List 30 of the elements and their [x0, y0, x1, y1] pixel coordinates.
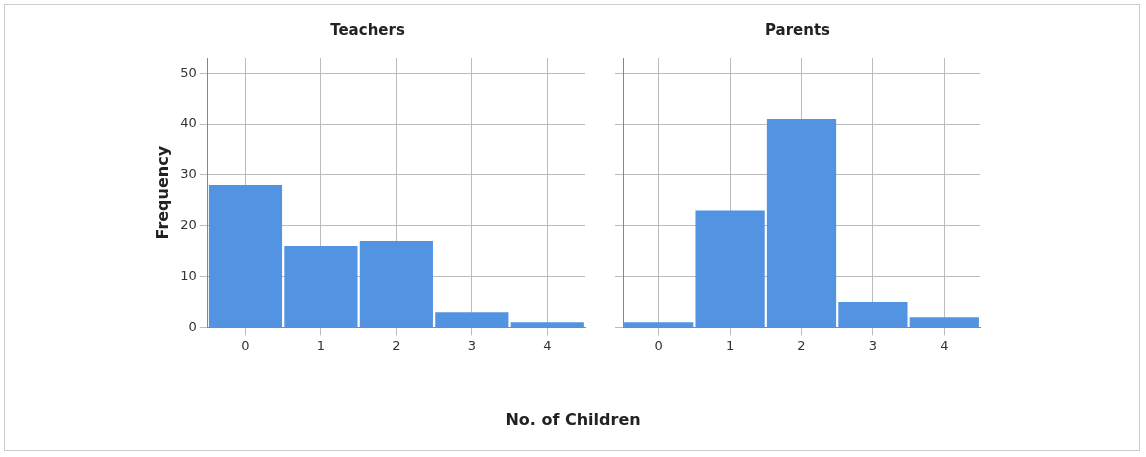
y-tick-label: 50 [180, 64, 197, 80]
x-tick-label: 0 [241, 337, 250, 353]
x-tick-label: 3 [868, 337, 878, 353]
chart-title: Teachers [330, 20, 405, 39]
bar [359, 240, 433, 327]
x-tick-label: 4 [543, 337, 552, 353]
x-tick-label: 3 [467, 337, 476, 353]
y-axis-title: Frequency [152, 145, 172, 240]
y-tick-label: 30 [180, 166, 197, 182]
x-tick-label: 0 [654, 337, 663, 353]
bar [208, 185, 283, 327]
bar [766, 119, 837, 327]
y-tick-label: 0 [188, 318, 197, 334]
y-tick-label: 20 [180, 217, 197, 233]
x-tick-label: 1 [316, 337, 326, 353]
y-tick-label: 10 [180, 267, 197, 283]
bar [510, 322, 584, 327]
chart-title: Parents [764, 20, 831, 39]
x-tick-label: 2 [797, 337, 806, 353]
bar [624, 322, 694, 327]
y-tick-label: 40 [180, 115, 197, 131]
x-tick-label: 4 [940, 337, 949, 353]
x-axis-title: No. of Children [504, 410, 642, 429]
x-tick-label: 1 [725, 337, 735, 353]
x-tick-label: 2 [392, 337, 401, 353]
bar [284, 246, 358, 327]
bar [909, 317, 979, 327]
bar [695, 210, 765, 327]
bar [435, 312, 509, 327]
bar [838, 301, 908, 327]
